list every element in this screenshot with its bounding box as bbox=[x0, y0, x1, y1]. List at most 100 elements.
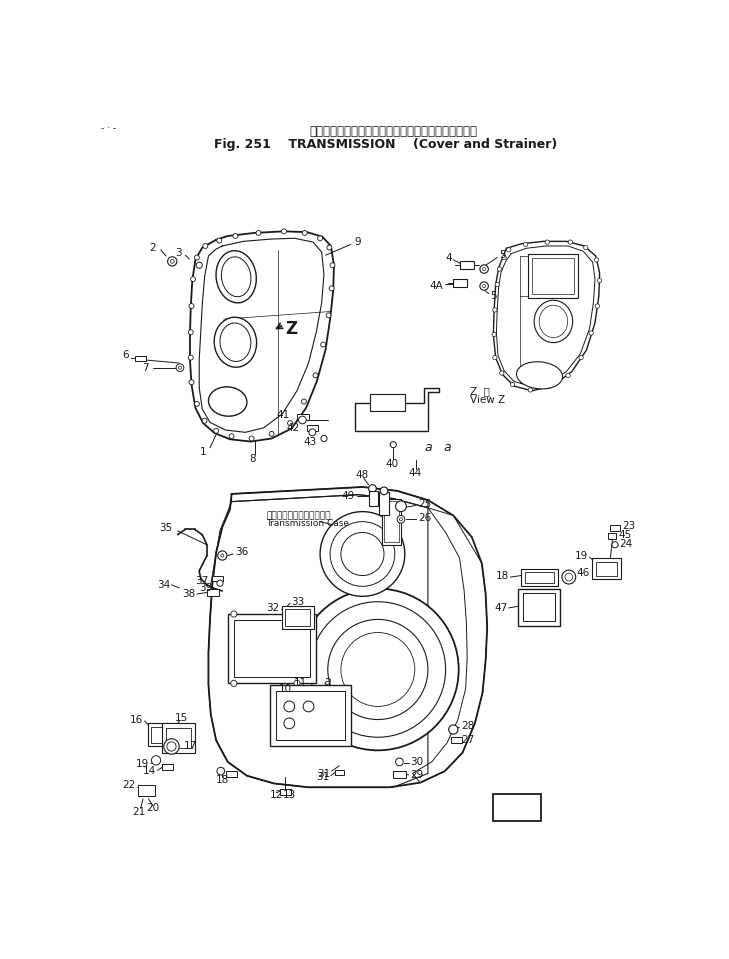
Circle shape bbox=[171, 260, 174, 264]
Circle shape bbox=[310, 601, 445, 737]
Bar bbox=[369, 491, 378, 506]
Polygon shape bbox=[208, 495, 428, 787]
Circle shape bbox=[510, 383, 515, 386]
Text: 29: 29 bbox=[410, 770, 424, 780]
Circle shape bbox=[321, 435, 327, 441]
Text: 5: 5 bbox=[491, 291, 497, 301]
Text: 4: 4 bbox=[445, 252, 452, 263]
Text: 31: 31 bbox=[316, 772, 330, 783]
Circle shape bbox=[218, 550, 227, 560]
Circle shape bbox=[320, 512, 405, 596]
Ellipse shape bbox=[222, 257, 251, 296]
Circle shape bbox=[190, 276, 195, 282]
Bar bbox=[276, 691, 345, 740]
Bar bbox=[518, 589, 561, 625]
Circle shape bbox=[203, 244, 208, 248]
Text: Fig. 251    TRANSMISSION    (Cover and Strainer): Fig. 251 TRANSMISSION (Cover and Straine… bbox=[214, 138, 557, 152]
Circle shape bbox=[390, 441, 397, 448]
Text: 30: 30 bbox=[410, 757, 424, 767]
Bar bbox=[382, 499, 401, 545]
Text: 49: 49 bbox=[341, 491, 355, 502]
Text: 27: 27 bbox=[461, 736, 475, 745]
Text: 47: 47 bbox=[494, 603, 507, 613]
Text: 24: 24 bbox=[619, 539, 632, 549]
Bar bbox=[163, 764, 173, 769]
Circle shape bbox=[480, 282, 488, 291]
Circle shape bbox=[369, 484, 376, 492]
Polygon shape bbox=[199, 238, 324, 433]
Circle shape bbox=[231, 680, 237, 687]
Circle shape bbox=[562, 571, 576, 584]
Text: 26: 26 bbox=[418, 513, 431, 523]
Bar bbox=[207, 590, 219, 596]
Bar bbox=[163, 723, 195, 753]
Polygon shape bbox=[190, 231, 334, 441]
Ellipse shape bbox=[208, 386, 247, 416]
Circle shape bbox=[202, 418, 207, 423]
Text: 12: 12 bbox=[270, 790, 283, 800]
Polygon shape bbox=[208, 487, 487, 787]
Circle shape bbox=[595, 304, 599, 308]
Bar bbox=[608, 533, 616, 539]
Bar bbox=[138, 785, 155, 796]
Bar bbox=[393, 771, 405, 778]
Ellipse shape bbox=[534, 300, 573, 342]
Circle shape bbox=[256, 230, 261, 235]
Circle shape bbox=[341, 532, 384, 575]
Ellipse shape bbox=[220, 323, 251, 362]
Circle shape bbox=[318, 236, 322, 241]
Polygon shape bbox=[355, 388, 440, 431]
Circle shape bbox=[598, 278, 601, 283]
Polygon shape bbox=[494, 242, 600, 390]
Text: a: a bbox=[324, 674, 332, 688]
Text: Z  視: Z 視 bbox=[470, 386, 490, 396]
Text: 45: 45 bbox=[619, 529, 632, 540]
Text: 40: 40 bbox=[385, 459, 398, 469]
Text: 19: 19 bbox=[136, 760, 149, 769]
Bar bbox=[234, 620, 310, 677]
Bar bbox=[532, 258, 574, 294]
Text: 44: 44 bbox=[408, 468, 421, 479]
Text: 13: 13 bbox=[283, 790, 296, 800]
Circle shape bbox=[589, 331, 593, 335]
Circle shape bbox=[566, 373, 570, 378]
Text: 19: 19 bbox=[574, 550, 588, 560]
Circle shape bbox=[380, 487, 388, 495]
Text: a: a bbox=[424, 441, 432, 455]
Circle shape bbox=[397, 516, 405, 524]
Circle shape bbox=[303, 230, 307, 235]
Circle shape bbox=[528, 387, 532, 392]
Circle shape bbox=[284, 701, 295, 712]
Circle shape bbox=[493, 356, 497, 360]
Circle shape bbox=[579, 356, 583, 360]
Text: 21: 21 bbox=[133, 807, 146, 817]
Circle shape bbox=[495, 282, 499, 287]
Ellipse shape bbox=[214, 317, 257, 367]
Circle shape bbox=[195, 402, 199, 407]
Text: 35: 35 bbox=[159, 523, 172, 533]
Circle shape bbox=[497, 267, 502, 271]
Circle shape bbox=[480, 265, 488, 273]
Circle shape bbox=[507, 247, 511, 252]
Bar bbox=[460, 262, 474, 269]
Circle shape bbox=[176, 363, 184, 371]
Circle shape bbox=[330, 263, 335, 268]
Bar bbox=[451, 737, 461, 743]
Bar bbox=[297, 414, 309, 420]
Bar bbox=[523, 594, 555, 621]
Bar bbox=[212, 575, 223, 581]
Bar bbox=[521, 570, 558, 586]
Text: 6: 6 bbox=[122, 350, 129, 361]
Circle shape bbox=[523, 243, 528, 246]
Circle shape bbox=[302, 399, 306, 404]
Bar bbox=[227, 614, 316, 684]
Circle shape bbox=[188, 355, 193, 360]
Circle shape bbox=[313, 373, 318, 378]
Text: Z: Z bbox=[286, 320, 297, 339]
Text: 18: 18 bbox=[216, 775, 229, 784]
Circle shape bbox=[328, 620, 428, 719]
Text: 3: 3 bbox=[175, 248, 182, 258]
Bar bbox=[379, 492, 389, 516]
Text: - · -: - · - bbox=[101, 125, 116, 133]
Circle shape bbox=[284, 718, 295, 729]
